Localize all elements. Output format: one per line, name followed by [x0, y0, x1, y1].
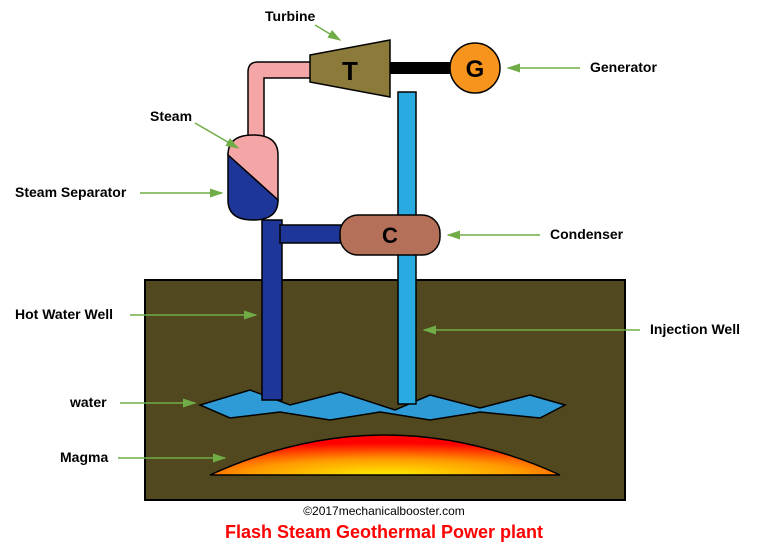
label-injection: Injection Well — [650, 321, 740, 337]
label-turbine: Turbine — [265, 8, 315, 24]
turbine-condenser-pipe — [398, 92, 416, 220]
label-hotwell: Hot Water Well — [15, 306, 113, 322]
arrow-steam — [195, 123, 238, 148]
turbine-letter: T — [342, 56, 358, 86]
diagram-container: C T G Turbine Generator Steam Steam Sepa… — [0, 0, 768, 554]
generator-letter: G — [466, 56, 485, 83]
shaft — [390, 62, 452, 74]
steam-pipe — [248, 62, 312, 138]
injection-well-pipe — [398, 252, 416, 404]
condenser-letter: C — [382, 223, 398, 248]
copyright-text: ©2017mechanicalbooster.com — [0, 504, 768, 518]
label-water: water — [70, 394, 107, 410]
main-title: Flash Steam Geothermal Power plant — [0, 522, 768, 543]
label-condenser: Condenser — [550, 226, 623, 242]
label-generator: Generator — [590, 59, 657, 75]
label-steam: Steam — [150, 108, 192, 124]
arrow-turbine — [315, 25, 340, 40]
label-magma: Magma — [60, 449, 108, 465]
steam-separator — [228, 135, 278, 220]
hot-water-well-pipe — [262, 220, 282, 400]
label-separator: Steam Separator — [15, 184, 126, 200]
diagram-svg: C T G — [0, 0, 768, 554]
